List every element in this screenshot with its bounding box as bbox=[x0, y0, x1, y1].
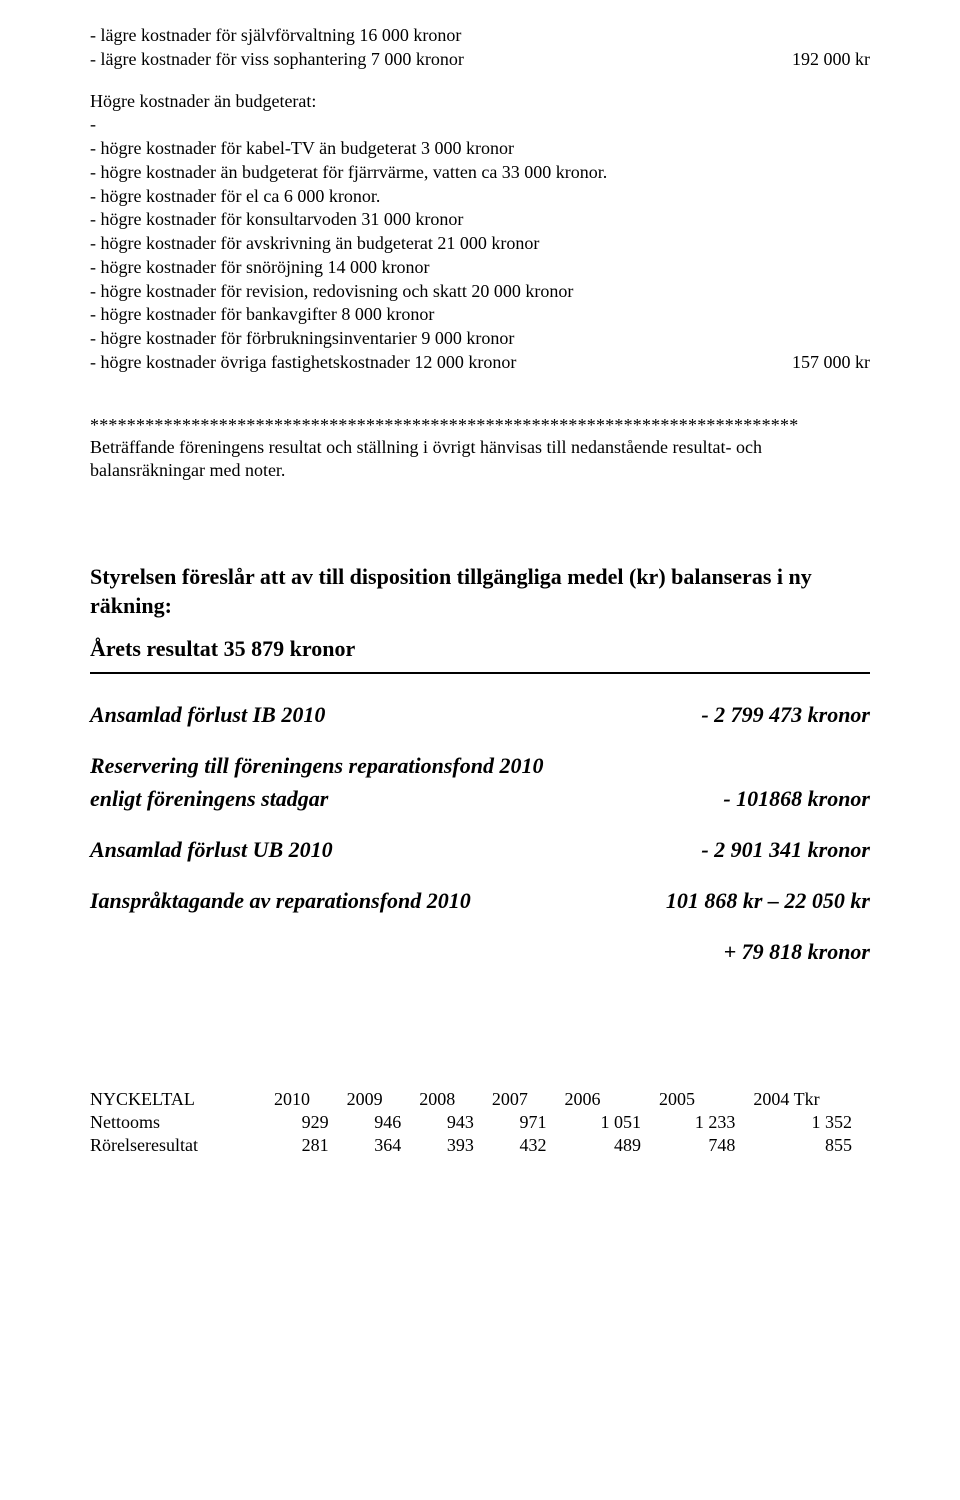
result-paragraph: Beträffande föreningens resultat och stä… bbox=[90, 436, 870, 484]
table-cell: 929 bbox=[274, 1111, 347, 1134]
higher-costs-block: - - högre kostnader för kabel-TV än budg… bbox=[90, 113, 870, 374]
balance-row: Ianspråktagande av reparationsfond 2010 … bbox=[90, 884, 870, 917]
balance-row-value: 101 868 kr – 22 050 kr bbox=[666, 884, 870, 917]
balance-row-value: - 101868 kronor bbox=[723, 782, 870, 815]
table-cell: 748 bbox=[659, 1134, 753, 1157]
table-cell: 393 bbox=[419, 1134, 492, 1157]
table-header-cell: NYCKELTAL bbox=[90, 1088, 274, 1111]
table-cell: Rörelseresultat bbox=[90, 1134, 274, 1157]
list-item: - lägre kostnader för viss sophantering … bbox=[90, 48, 870, 72]
balance-row: + 79 818 kronor bbox=[90, 935, 870, 968]
table-header-cell: 2010 bbox=[274, 1088, 347, 1111]
table-header-cell: 2006 bbox=[565, 1088, 659, 1111]
table-cell: 943 bbox=[419, 1111, 492, 1134]
table-cell: 489 bbox=[565, 1134, 659, 1157]
subtotal-value: 192 000 kr bbox=[752, 48, 870, 72]
balance-row-label: Reservering till föreningens reparations… bbox=[90, 749, 543, 782]
table-header-cell: 2005 bbox=[659, 1088, 753, 1111]
balance-row: enligt föreningens stadgar - 101868 kron… bbox=[90, 782, 870, 815]
list-item: - högre kostnader än budgeterat för fjär… bbox=[90, 161, 870, 185]
table-cell: 1 352 bbox=[753, 1111, 870, 1134]
list-item: - högre kostnader för bankavgifter 8 000… bbox=[90, 303, 870, 327]
year-result: Årets resultat 35 879 kronor bbox=[90, 636, 870, 662]
balance-row-label: Ansamlad förlust UB 2010 bbox=[90, 833, 333, 866]
divider-line bbox=[90, 672, 870, 674]
divider-asterisks: ****************************************… bbox=[90, 415, 870, 436]
table-cell: 1 051 bbox=[565, 1111, 659, 1134]
proposal-heading: Styrelsen föreslår att av till dispositi… bbox=[90, 563, 870, 620]
balance-row-value: - 2 799 473 kronor bbox=[701, 698, 870, 731]
table-row: Rörelseresultat 281 364 393 432 489 748 … bbox=[90, 1134, 870, 1157]
lower-costs-block: - lägre kostnader för självförvaltning 1… bbox=[90, 24, 870, 72]
table-cell: 946 bbox=[347, 1111, 420, 1134]
list-item: - högre kostnader för förbrukningsinvent… bbox=[90, 327, 870, 351]
balance-row-value: - 2 901 341 kronor bbox=[701, 833, 870, 866]
table-cell: 1 233 bbox=[659, 1111, 753, 1134]
list-item: - högre kostnader för el ca 6 000 kronor… bbox=[90, 185, 870, 209]
list-item: - bbox=[90, 113, 870, 137]
table-cell: 364 bbox=[347, 1134, 420, 1157]
higher-costs-heading: Högre kostnader än budgeterat: bbox=[90, 90, 870, 114]
list-item: - högre kostnader för konsultarvoden 31 … bbox=[90, 208, 870, 232]
list-item-text: - högre kostnader övriga fastighetskostn… bbox=[90, 351, 752, 375]
balance-row-label: enligt föreningens stadgar bbox=[90, 782, 328, 815]
table-cell: Nettooms bbox=[90, 1111, 274, 1134]
document-page: - lägre kostnader för självförvaltning 1… bbox=[0, 0, 960, 1181]
table-header-cell: 2008 bbox=[419, 1088, 492, 1111]
nyckeltal-table: NYCKELTAL 2010 2009 2008 2007 2006 2005 … bbox=[90, 1088, 870, 1157]
table-header-cell: 2004 Tkr bbox=[753, 1088, 870, 1111]
table-cell: 432 bbox=[492, 1134, 565, 1157]
list-item: - lägre kostnader för självförvaltning 1… bbox=[90, 24, 870, 48]
list-item: - högre kostnader övriga fastighetskostn… bbox=[90, 351, 870, 375]
balance-row-value: + 79 818 kronor bbox=[724, 935, 870, 968]
balance-row-label: Ansamlad förlust IB 2010 bbox=[90, 698, 325, 731]
list-item: - högre kostnader för kabel-TV än budget… bbox=[90, 137, 870, 161]
list-item: - högre kostnader för avskrivning än bud… bbox=[90, 232, 870, 256]
balance-row: Reservering till föreningens reparations… bbox=[90, 749, 870, 782]
table-row: Nettooms 929 946 943 971 1 051 1 233 1 3… bbox=[90, 1111, 870, 1134]
balance-row: Ansamlad förlust IB 2010 - 2 799 473 kro… bbox=[90, 698, 870, 731]
table-cell: 855 bbox=[753, 1134, 870, 1157]
list-item-text: - lägre kostnader för viss sophantering … bbox=[90, 48, 752, 72]
balance-row: Ansamlad förlust UB 2010 - 2 901 341 kro… bbox=[90, 833, 870, 866]
subtotal-value: 157 000 kr bbox=[752, 351, 870, 375]
table-cell: 281 bbox=[274, 1134, 347, 1157]
table-header-cell: 2009 bbox=[347, 1088, 420, 1111]
table-header-cell: 2007 bbox=[492, 1088, 565, 1111]
list-item: - högre kostnader för snöröjning 14 000 … bbox=[90, 256, 870, 280]
list-item: - högre kostnader för revision, redovisn… bbox=[90, 280, 870, 304]
table-cell: 971 bbox=[492, 1111, 565, 1134]
balance-row-label: Ianspråktagande av reparationsfond 2010 bbox=[90, 884, 471, 917]
table-row: NYCKELTAL 2010 2009 2008 2007 2006 2005 … bbox=[90, 1088, 870, 1111]
